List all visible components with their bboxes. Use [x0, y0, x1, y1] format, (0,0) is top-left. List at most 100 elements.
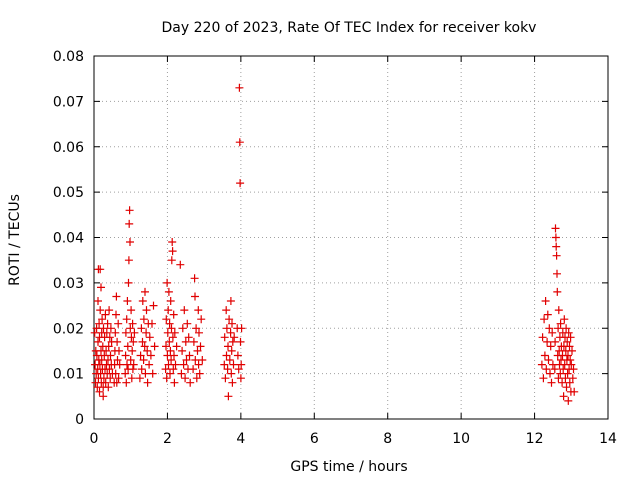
data-point: [123, 297, 132, 305]
data-point: [165, 337, 174, 346]
data-point: [141, 287, 149, 296]
data-point: [195, 369, 204, 378]
data-point: [234, 365, 243, 374]
data-point: [94, 297, 102, 305]
data-point: [122, 315, 131, 324]
data-point: [121, 351, 130, 360]
data-point: [98, 315, 107, 324]
data-point: [185, 351, 194, 360]
data-point: [127, 306, 136, 315]
data-point: [99, 324, 108, 333]
data-point: [181, 374, 190, 383]
data-point: [220, 360, 229, 369]
data-point: [564, 351, 572, 360]
data-point: [560, 315, 569, 324]
data-point: [221, 374, 230, 383]
y-tick-label: 0.01: [53, 367, 84, 383]
data-point: [130, 328, 139, 337]
data-point: [128, 319, 137, 328]
data-point: [143, 346, 152, 355]
data-point: [553, 269, 561, 278]
data-point: [166, 369, 174, 378]
data-point: [115, 346, 123, 355]
data-point: [551, 224, 560, 233]
data-point: [551, 233, 560, 242]
data-point: [148, 369, 157, 378]
data-point: [545, 324, 554, 333]
data-point: [235, 138, 244, 147]
data-point: [569, 365, 578, 374]
y-tick-label: 0.05: [53, 185, 84, 201]
data-point: [224, 342, 232, 351]
data-point: [104, 356, 112, 364]
data-point: [554, 374, 563, 383]
data-point: [170, 328, 179, 337]
data-point: [142, 306, 151, 315]
data-point: [114, 319, 123, 328]
data-point: [126, 238, 134, 246]
data-point: [169, 310, 178, 319]
data-point: [554, 306, 563, 315]
data-point: [106, 351, 115, 360]
data-point: [95, 387, 104, 396]
data-point: [96, 265, 105, 274]
data-point: [165, 319, 174, 328]
data-point: [171, 360, 180, 369]
data-point: [178, 346, 187, 355]
data-point: [143, 378, 152, 387]
data-point: [550, 365, 559, 374]
data-point: [537, 360, 546, 369]
data-point: [224, 392, 233, 401]
data-point: [148, 319, 156, 328]
data-point: [195, 328, 203, 337]
data-point: [566, 356, 575, 364]
data-point: [236, 179, 245, 188]
y-tick-label: 0.06: [53, 140, 84, 156]
data-point: [564, 328, 573, 337]
x-tick-label: 12: [526, 431, 544, 447]
data-point: [172, 342, 181, 351]
data-point: [236, 374, 245, 383]
data-point: [163, 278, 172, 287]
data-point: [90, 328, 99, 337]
data-point: [114, 374, 123, 383]
data-point: [540, 351, 549, 360]
data-point: [570, 387, 579, 396]
data-point: [105, 333, 114, 342]
data-point: [102, 346, 111, 355]
data-point: [113, 356, 122, 364]
data-point: [104, 383, 113, 392]
data-point: [166, 346, 175, 355]
data-point: [182, 356, 191, 364]
data-point: [121, 328, 130, 337]
data-point: [223, 365, 232, 374]
data-point: [95, 319, 104, 328]
data-point: [237, 324, 246, 333]
data-point: [178, 324, 187, 333]
data-point: [546, 342, 555, 351]
data-point: [197, 315, 206, 324]
data-point: [103, 319, 112, 328]
data-point: [112, 310, 120, 319]
data-point: [105, 365, 114, 374]
data-point: [121, 369, 130, 378]
data-point: [129, 337, 138, 346]
data-point: [94, 337, 102, 346]
data-point: [168, 238, 177, 246]
data-point: [228, 337, 237, 346]
data-point: [562, 324, 571, 333]
data-point: [125, 219, 134, 228]
data-point: [194, 360, 203, 369]
data-point: [176, 260, 185, 269]
data-point: [198, 356, 207, 364]
data-point: [226, 297, 235, 305]
data-point: [127, 333, 136, 342]
data-point: [168, 247, 177, 256]
data-point: [145, 333, 154, 342]
data-point: [124, 256, 133, 265]
data-point: [567, 360, 576, 369]
data-point: [162, 342, 170, 351]
data-point: [145, 360, 154, 369]
data-point: [196, 342, 205, 351]
